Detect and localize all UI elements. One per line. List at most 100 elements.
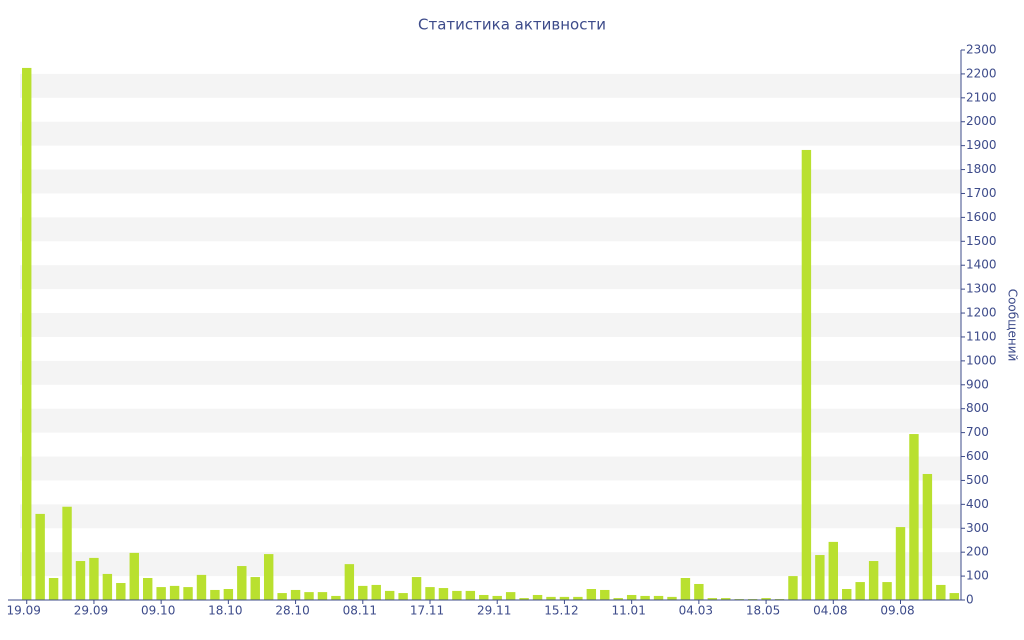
x-tick-label: 08.11 <box>343 604 377 618</box>
grid-band <box>20 313 961 337</box>
bar <box>89 557 99 600</box>
bar <box>640 595 650 600</box>
x-tick-label: 09.10 <box>141 604 175 618</box>
bar <box>129 552 139 600</box>
y-tick-label: 1800 <box>966 162 997 176</box>
bar <box>169 585 180 600</box>
bar <box>842 589 852 600</box>
y-tick-label: 1600 <box>966 210 997 224</box>
bar <box>868 561 879 600</box>
grid-band <box>20 265 961 290</box>
bar <box>815 555 825 600</box>
bar <box>183 587 193 600</box>
bar <box>62 506 72 600</box>
bar <box>35 513 45 600</box>
bar <box>358 585 368 600</box>
bar <box>936 584 946 600</box>
bar <box>425 587 435 600</box>
bar <box>331 595 341 600</box>
y-tick-label: 2100 <box>966 90 997 104</box>
bar <box>344 564 355 600</box>
x-tick-label: 04.08 <box>813 604 847 618</box>
bar <box>680 578 691 600</box>
grid-band <box>20 169 961 194</box>
bar <box>721 598 731 600</box>
bar <box>317 592 328 600</box>
grid-band <box>20 217 961 242</box>
y-tick-label: 700 <box>966 425 989 439</box>
y-tick-label: 1500 <box>966 234 997 248</box>
bar <box>223 589 234 600</box>
y-tick-label: 1300 <box>966 282 997 296</box>
y-tick-label: 1000 <box>966 353 997 367</box>
bar <box>801 149 812 600</box>
y-tick-label: 400 <box>966 497 989 511</box>
bar <box>667 596 677 600</box>
grid-band <box>20 121 961 146</box>
bar <box>882 582 892 600</box>
y-tick-label: 1400 <box>966 258 997 272</box>
bar <box>600 589 610 600</box>
y-tick-label: 1200 <box>966 306 997 320</box>
bar <box>371 584 381 600</box>
x-tick-label: 19.09 <box>7 604 41 618</box>
grid-band <box>20 456 961 481</box>
y-tick-label: 600 <box>966 449 989 463</box>
y-tick-label: 2200 <box>966 66 997 80</box>
bar <box>237 566 247 600</box>
bar <box>452 590 462 600</box>
x-tick-label: 28.10 <box>275 604 309 618</box>
bar <box>653 595 664 600</box>
bar <box>156 587 166 600</box>
bar <box>895 527 906 600</box>
x-tick-label: 18.05 <box>746 604 780 618</box>
x-tick-label: 04.03 <box>679 604 713 618</box>
bar <box>519 598 529 600</box>
bar <box>613 598 623 600</box>
bar <box>855 582 865 600</box>
y-tick-label: 0 <box>966 593 974 607</box>
y-tick-label: 300 <box>966 521 989 535</box>
y-tick-label: 500 <box>966 473 989 487</box>
bar <box>532 594 543 600</box>
x-tick-label: 09.08 <box>880 604 914 618</box>
grid-band <box>20 504 961 529</box>
bar <box>75 561 86 600</box>
chart-title: Статистика активности <box>418 16 606 34</box>
y-tick-label: 2000 <box>966 114 997 128</box>
bar <box>573 596 583 600</box>
grid-band <box>20 73 961 98</box>
x-tick-label: 18.10 <box>208 604 242 618</box>
bar <box>210 589 220 600</box>
bar <box>586 589 597 600</box>
bar <box>788 576 798 600</box>
bar <box>438 588 449 600</box>
bar <box>143 578 153 600</box>
x-tick-label: 15.12 <box>544 604 578 618</box>
bar <box>559 596 570 600</box>
grid-band <box>20 360 961 385</box>
y-tick-label: 1700 <box>966 186 997 200</box>
bar <box>707 598 718 600</box>
bar <box>304 592 314 600</box>
y-tick-label: 900 <box>966 377 989 391</box>
x-tick-label: 29.09 <box>74 604 108 618</box>
bar <box>761 598 771 600</box>
bar <box>48 578 59 600</box>
y-axis-label: Сообщений <box>1006 289 1020 362</box>
y-tick-label: 1900 <box>966 138 997 152</box>
bar <box>250 577 260 600</box>
bar <box>626 594 637 600</box>
bar <box>116 583 126 600</box>
grid-band <box>20 552 961 577</box>
bar <box>546 596 556 600</box>
bar <box>22 67 32 600</box>
bar <box>384 590 395 600</box>
y-tick-label: 800 <box>966 401 989 415</box>
bar <box>505 592 516 600</box>
x-tick-label: 11.01 <box>611 604 645 618</box>
x-tick-label: 17.11 <box>410 604 444 618</box>
grid-band <box>20 408 961 433</box>
bar <box>922 473 933 600</box>
